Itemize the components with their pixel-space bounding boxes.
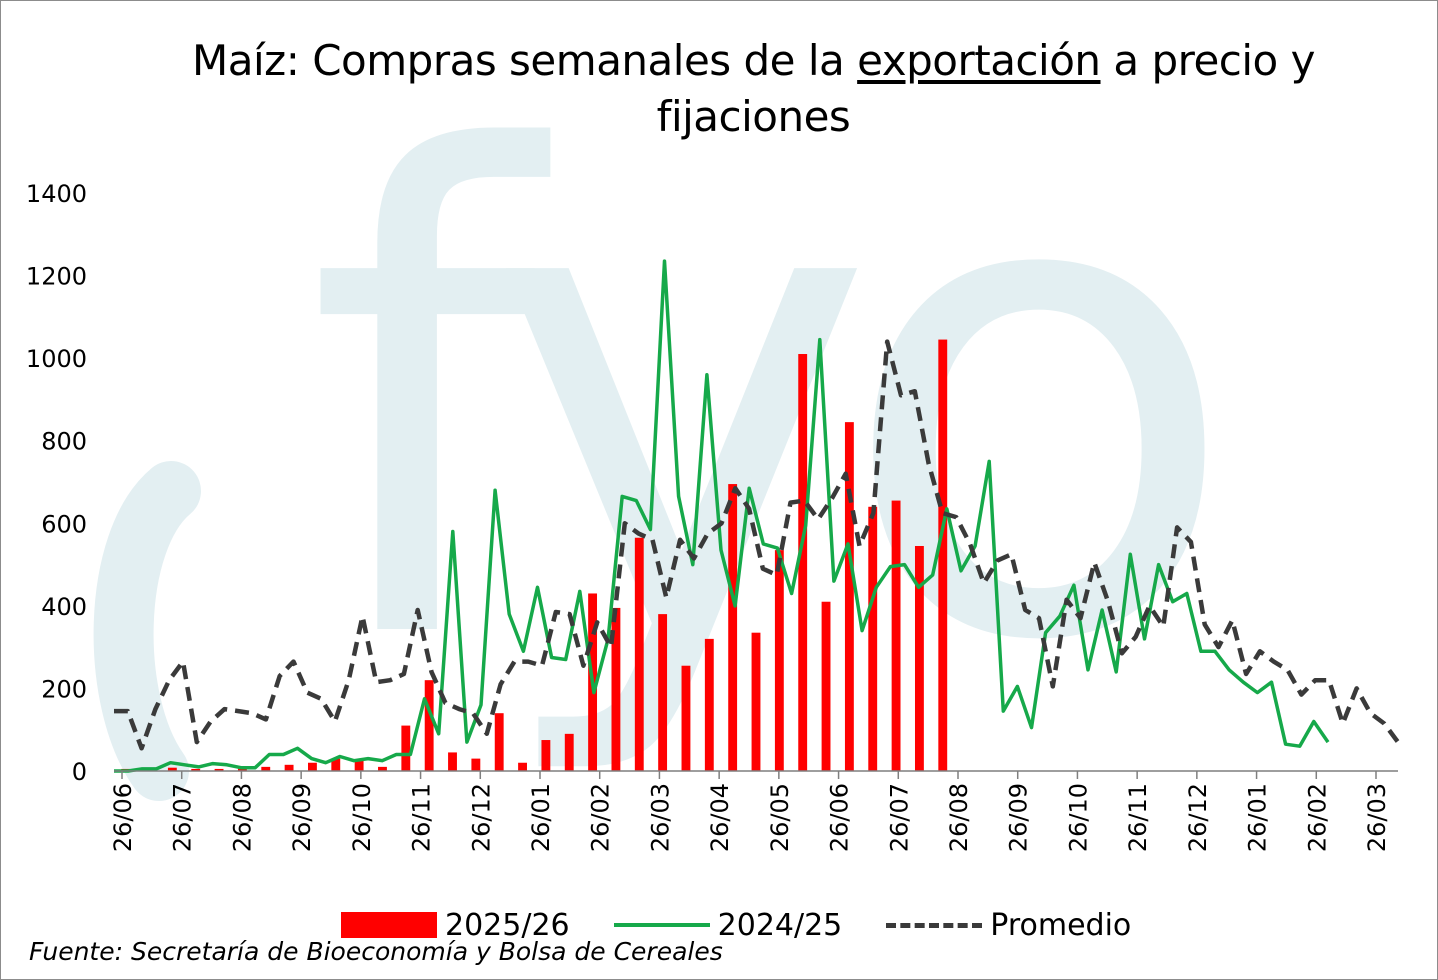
- bar-2025-26: [401, 725, 411, 771]
- bar-2025-26: [448, 752, 457, 771]
- x-tick-label: 26/08: [945, 783, 973, 852]
- bar-2025-26: [378, 766, 387, 771]
- chart-title-underlined: exportación: [857, 36, 1101, 85]
- bar-2025-26: [331, 758, 341, 771]
- x-tick-label: 26/12: [467, 783, 495, 852]
- x-tick-label: 26/04: [706, 783, 734, 852]
- bar-2025-26: [167, 767, 177, 771]
- x-tick-label: 26/11: [408, 783, 436, 852]
- y-tick-label: 400: [41, 593, 87, 621]
- bar-2025-26: [611, 607, 621, 771]
- line-2024-25: [114, 259, 1330, 773]
- x-tick-label: 26/07: [885, 783, 913, 852]
- bar-2025-26: [938, 339, 948, 771]
- legend-label-2024-25: 2024/25: [717, 907, 843, 943]
- x-tick-label: 26/06: [109, 783, 137, 852]
- bar-2025-26: [681, 665, 691, 771]
- x-tick-label: 26/12: [1184, 783, 1212, 852]
- y-tick-label: 1400: [26, 180, 87, 208]
- chart-title-prefix: Maíz: Compras semanales de la: [192, 36, 858, 85]
- x-tick-label: 26/10: [1064, 783, 1092, 852]
- bars-2025-26: [121, 339, 948, 771]
- bar-2025-26: [518, 762, 527, 771]
- bar-2025-26: [354, 760, 364, 771]
- bar-2025-26: [844, 422, 854, 771]
- y-tick-label: 1000: [26, 345, 87, 373]
- bar-2025-26: [261, 766, 271, 771]
- bar-2025-26: [751, 632, 761, 771]
- bar-2025-26: [541, 740, 551, 771]
- legend-swatch-bar: [341, 912, 437, 938]
- bar-2025-26: [471, 758, 481, 771]
- bar-2025-26: [658, 614, 668, 771]
- bar-2025-26: [774, 550, 784, 771]
- chart-legend: 2025/26 2024/25 Promedio: [341, 901, 1175, 949]
- bar-2025-26: [634, 537, 644, 771]
- chart-title: Maíz: Compras semanales de la exportació…: [121, 33, 1386, 145]
- x-tick-label: 26/01: [527, 783, 555, 852]
- x-tick-label: 26/02: [587, 783, 615, 852]
- y-tick-label: 1200: [26, 263, 87, 291]
- legend-label-promedio: Promedio: [990, 907, 1132, 943]
- legend-swatch-dashed: [886, 922, 983, 928]
- bar-2025-26: [914, 545, 924, 771]
- bar-2025-26: [308, 762, 317, 771]
- x-tick-label: 26/09: [1005, 783, 1033, 852]
- line-promedio: [114, 339, 1400, 751]
- bar-2025-26: [798, 354, 808, 771]
- x-tick-label: 26/08: [228, 783, 256, 852]
- bar-2025-26: [728, 484, 738, 771]
- x-tick-label: 26/01: [1244, 783, 1272, 852]
- legend-swatch-line: [613, 923, 710, 927]
- legend-label-2025-26: 2025/26: [445, 907, 570, 943]
- bar-2025-26: [821, 601, 831, 771]
- bar-2025-26: [214, 768, 224, 771]
- legend-item-2024-25: 2024/25: [613, 907, 843, 943]
- x-tick-label: 26/07: [169, 783, 197, 852]
- x-tick-label: 26/11: [1124, 783, 1152, 852]
- bar-2025-26: [191, 768, 201, 771]
- bar-2025-26: [868, 506, 878, 771]
- bar-2025-26: [424, 680, 434, 771]
- bar-2025-26: [891, 500, 901, 771]
- chart-title-suffix: a precio y fijaciones: [656, 36, 1316, 141]
- bar-2025-26: [704, 638, 714, 771]
- x-tick-label: 26/03: [646, 783, 674, 852]
- y-tick-label: 800: [41, 428, 87, 456]
- x-tick-label: 26/05: [766, 783, 794, 852]
- y-tick-label: 0: [72, 758, 87, 786]
- y-tick-label: 600: [41, 510, 87, 538]
- x-tick-label: 26/06: [826, 783, 854, 852]
- x-tick-label: 26/10: [348, 783, 376, 852]
- x-tick-label: 26/09: [288, 783, 316, 852]
- source-note: Fuente: Secretaría de Bioeconomía y Bols…: [29, 937, 723, 966]
- bar-2025-26: [564, 733, 574, 771]
- legend-item-promedio: Promedio: [886, 908, 1131, 943]
- y-tick-label: 200: [41, 675, 87, 703]
- legend-item-2025-26: 2025/26: [341, 908, 570, 943]
- watermark-arc: [93, 461, 201, 801]
- x-tick-label: 26/03: [1363, 783, 1391, 852]
- bar-2025-26: [494, 713, 504, 771]
- x-tick-label: 26/02: [1303, 783, 1331, 852]
- bar-2025-26: [284, 764, 294, 771]
